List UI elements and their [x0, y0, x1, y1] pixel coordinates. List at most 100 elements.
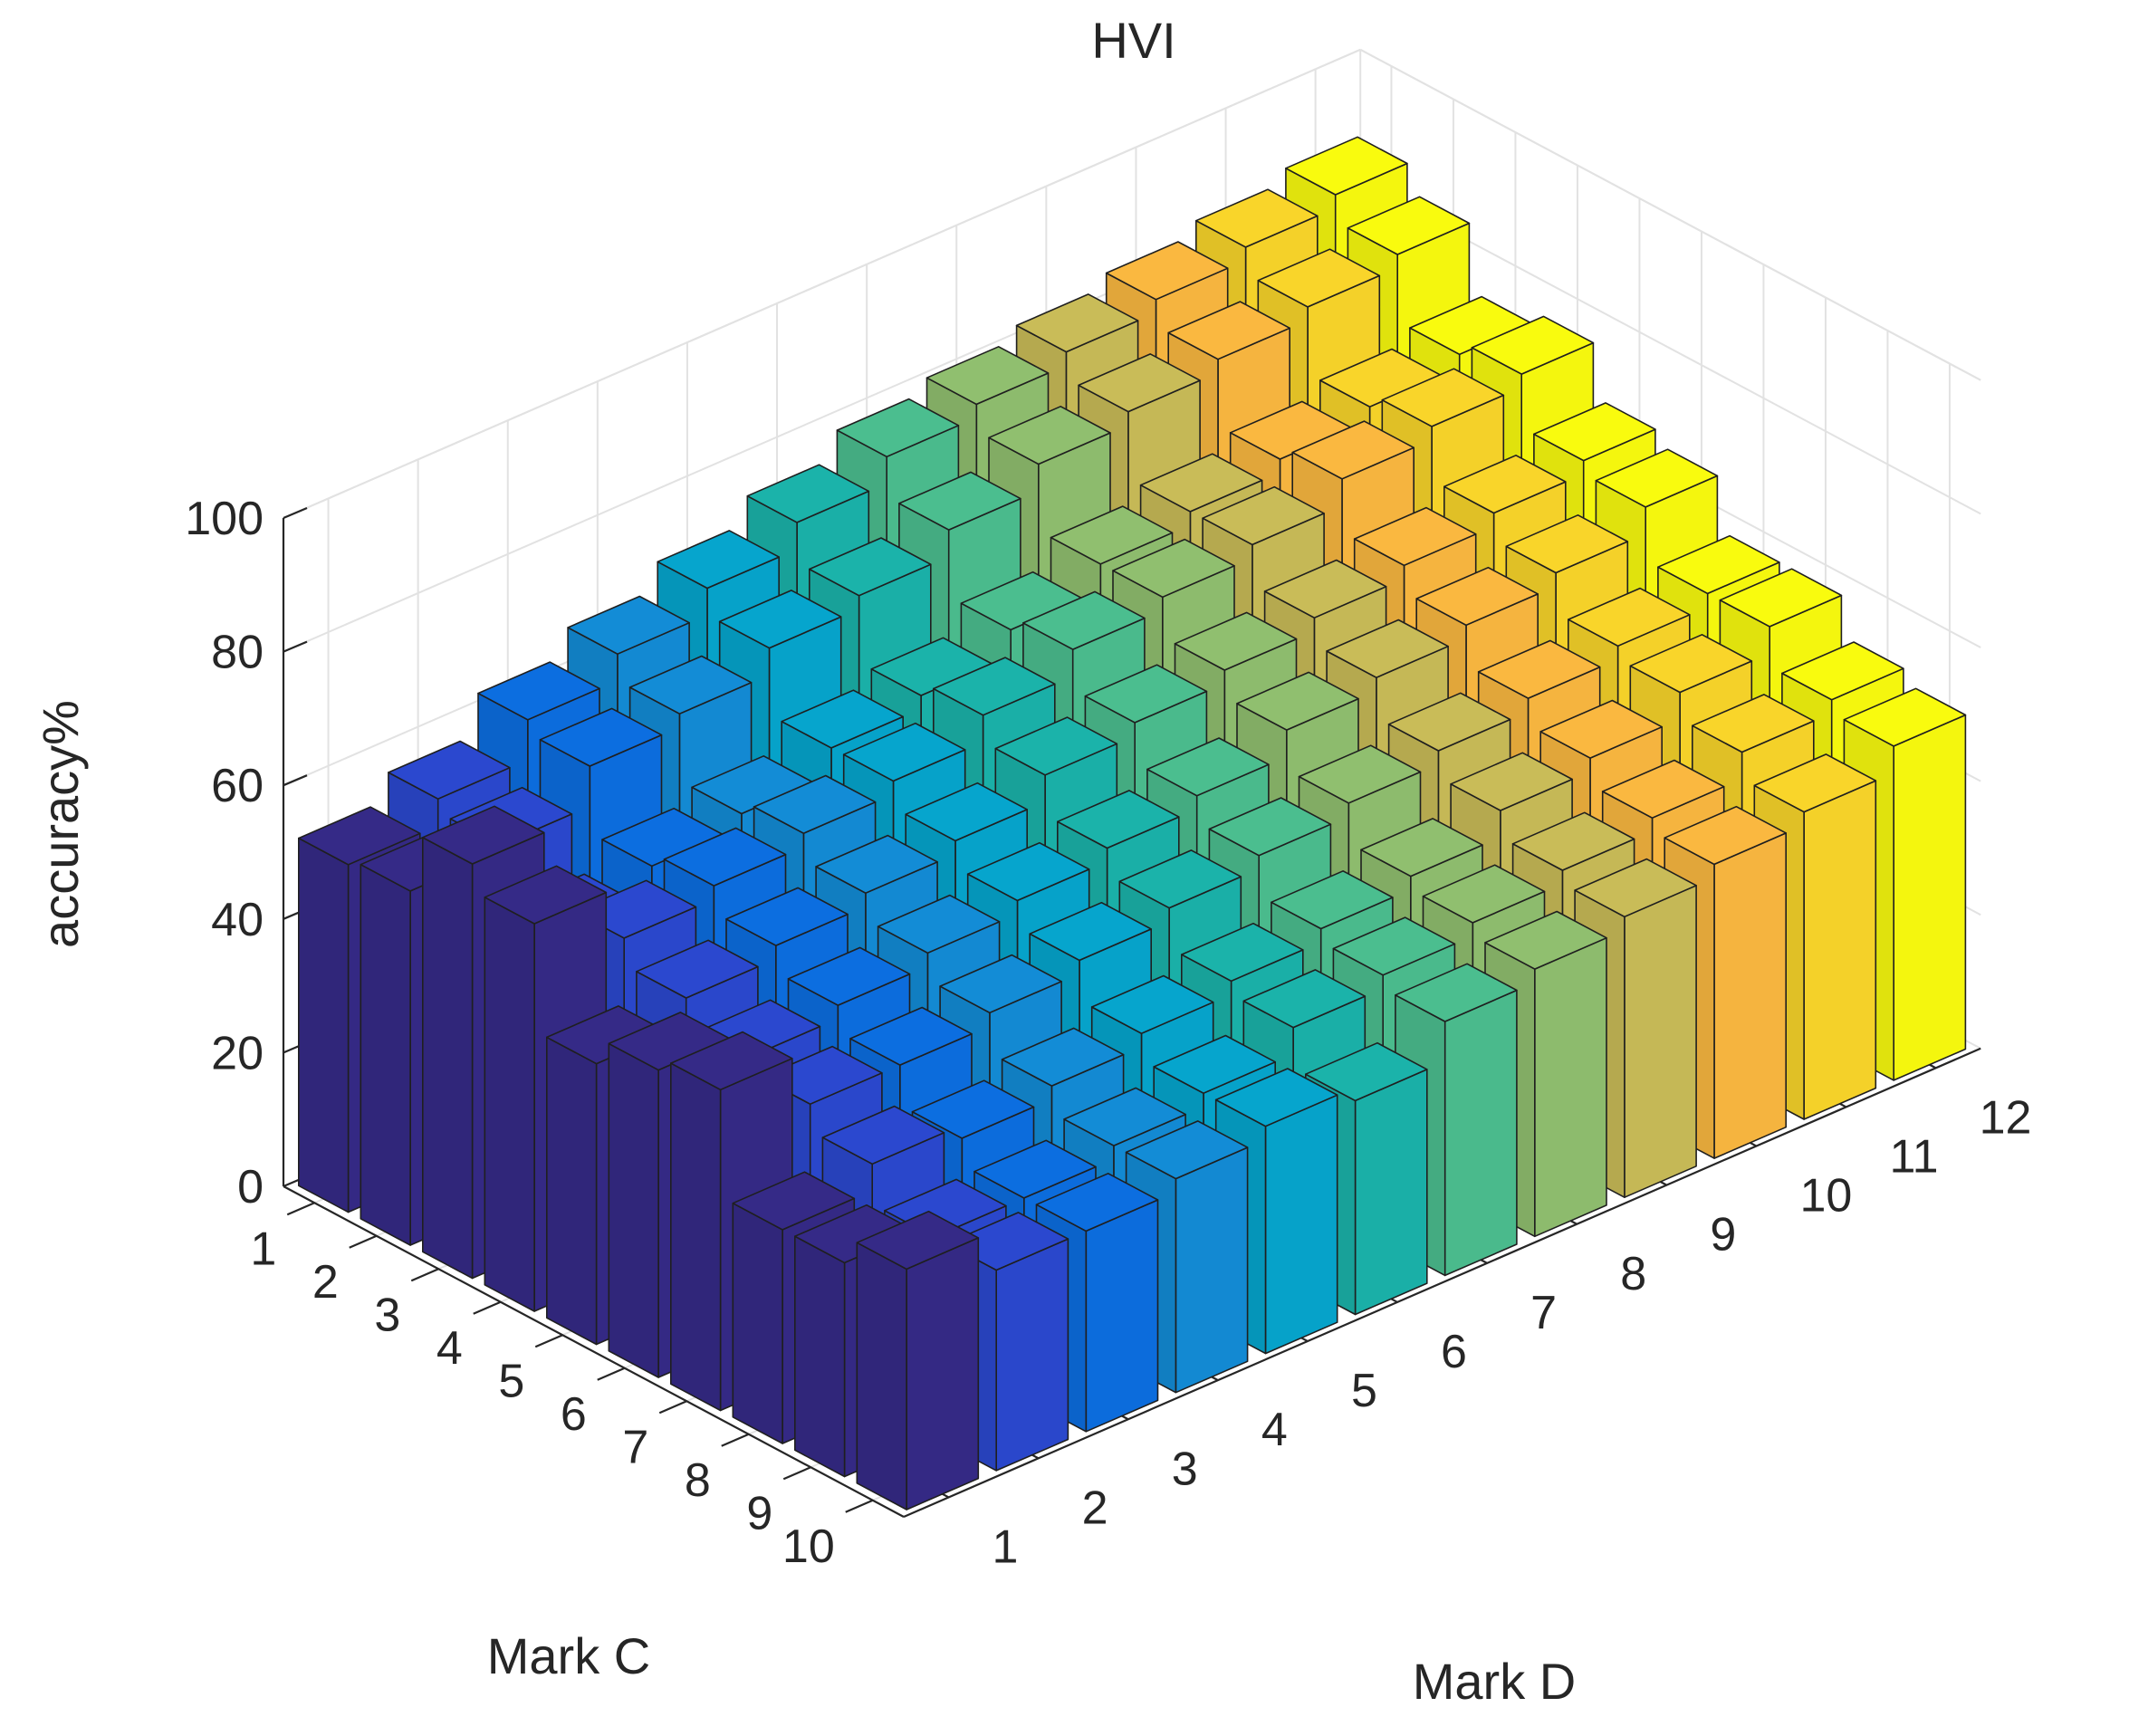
x-tick-label: 2 [312, 1256, 339, 1309]
bar-face-top [1395, 963, 1518, 1022]
bar-face-top [1167, 301, 1290, 360]
bar-face-top [1450, 752, 1573, 811]
bar-face-top [1118, 849, 1242, 909]
bar-face-top [1202, 485, 1325, 546]
y-tick-label: 3 [1172, 1443, 1198, 1495]
bar-face-top [994, 716, 1118, 776]
x-axis-line [283, 1185, 905, 1518]
bar-face-top [1305, 1041, 1428, 1102]
bar-face-side [856, 1242, 907, 1511]
bar-face-top [388, 740, 511, 801]
bar-face-top [1360, 818, 1483, 878]
bar-face-side [793, 1235, 846, 1478]
bar-face-top [1332, 916, 1456, 976]
y-tick-label: 6 [1441, 1326, 1467, 1378]
bar-face-top [1174, 611, 1298, 671]
bar-face-top [939, 954, 1062, 1014]
bar-face-top [718, 590, 842, 649]
bar-face-top [725, 887, 849, 946]
bar-face-front [1893, 714, 1967, 1081]
bar-face-side [421, 836, 474, 1280]
bar-face-top [898, 471, 1021, 531]
bar-face-top [746, 464, 870, 523]
bar-face-top [1415, 566, 1539, 627]
bar-face-top [567, 595, 690, 656]
bar-face-top [1112, 538, 1235, 599]
bar-face-front [1713, 832, 1787, 1159]
bar-face-top [1236, 671, 1359, 731]
bar-face-top [753, 774, 877, 835]
bar-face-side [484, 896, 535, 1312]
bar-face-top [933, 657, 1056, 716]
bar-face-top [1125, 1120, 1249, 1180]
bar-face-front [995, 1238, 1069, 1472]
bar-face-top [663, 827, 787, 887]
bar-face-top [657, 530, 781, 590]
bar-face-top [1195, 188, 1319, 248]
bar-face-top [821, 1105, 945, 1165]
x-tick-label: 4 [436, 1322, 463, 1375]
z-axis-title: accuracy% [32, 700, 89, 948]
bar [856, 1210, 980, 1511]
z-tick-label: 40 [211, 894, 264, 946]
bar-face-top [1387, 692, 1511, 752]
bar-face-top [781, 689, 905, 749]
bar-face-front [1085, 1199, 1159, 1433]
bar-face-front [1443, 989, 1518, 1277]
x-tick-mark [721, 1433, 750, 1447]
bar-face-top [1326, 619, 1449, 679]
bar-face-top [1208, 797, 1332, 857]
bar-face-top [1664, 805, 1787, 866]
z-tick-label: 60 [211, 760, 264, 812]
y-tick-label: 2 [1082, 1482, 1108, 1534]
bar-face-top [1029, 901, 1152, 962]
bar-face-top [1568, 587, 1691, 647]
bar-face-top [973, 1139, 1097, 1199]
bar-face-top [1001, 1027, 1125, 1087]
bar-face-top [1629, 633, 1753, 694]
bar-face-top [1692, 694, 1815, 753]
y-tick-label: 4 [1261, 1404, 1288, 1456]
bar-face-top [1595, 448, 1719, 508]
bar-face-front [906, 1237, 980, 1511]
bar-face-front [1264, 1094, 1338, 1355]
bar-face-top [477, 661, 600, 721]
z-tick-mark [283, 774, 308, 787]
bar-face-top [1090, 974, 1214, 1034]
x-tick-mark [410, 1268, 439, 1282]
bar-face-top [1057, 790, 1180, 849]
x-tick-label: 6 [561, 1388, 587, 1441]
bar-face-top [1078, 353, 1201, 413]
z-tick-mark [283, 506, 308, 520]
y-tick-label: 10 [1799, 1170, 1852, 1223]
bar-face-top [1443, 454, 1567, 514]
bar-face-top [1298, 744, 1422, 804]
z-tick-label: 20 [211, 1027, 264, 1079]
bar-face-top [1263, 559, 1387, 619]
x-tick-label: 5 [498, 1355, 524, 1407]
bar-face-side [669, 1062, 722, 1412]
bar-face-top [1035, 1173, 1159, 1232]
bar-face-front [1624, 884, 1697, 1198]
bar-face-top [484, 865, 608, 925]
y-tick-label: 9 [1710, 1209, 1736, 1261]
z-tick-label: 100 [185, 493, 264, 545]
wall-top-line [283, 48, 1361, 519]
bar-face-top [539, 707, 663, 767]
wall-top-line [1359, 48, 1981, 381]
bar-face-top [1477, 639, 1601, 699]
bar-face-top [1471, 315, 1595, 375]
bar-face-top [669, 1031, 793, 1091]
bar-face-top [849, 1006, 973, 1066]
z-tick-label: 0 [237, 1161, 264, 1213]
bar-face-top [1050, 505, 1174, 565]
x-tick-label: 7 [622, 1421, 648, 1473]
bar-face-front [1534, 936, 1607, 1238]
bar-face-top [905, 782, 1028, 842]
bar-face-top [1539, 699, 1663, 759]
bar-face-top [1015, 293, 1139, 353]
bar-face-top [1781, 641, 1904, 701]
bar-face-front [1354, 1069, 1428, 1316]
bar-face-side [545, 1036, 598, 1346]
